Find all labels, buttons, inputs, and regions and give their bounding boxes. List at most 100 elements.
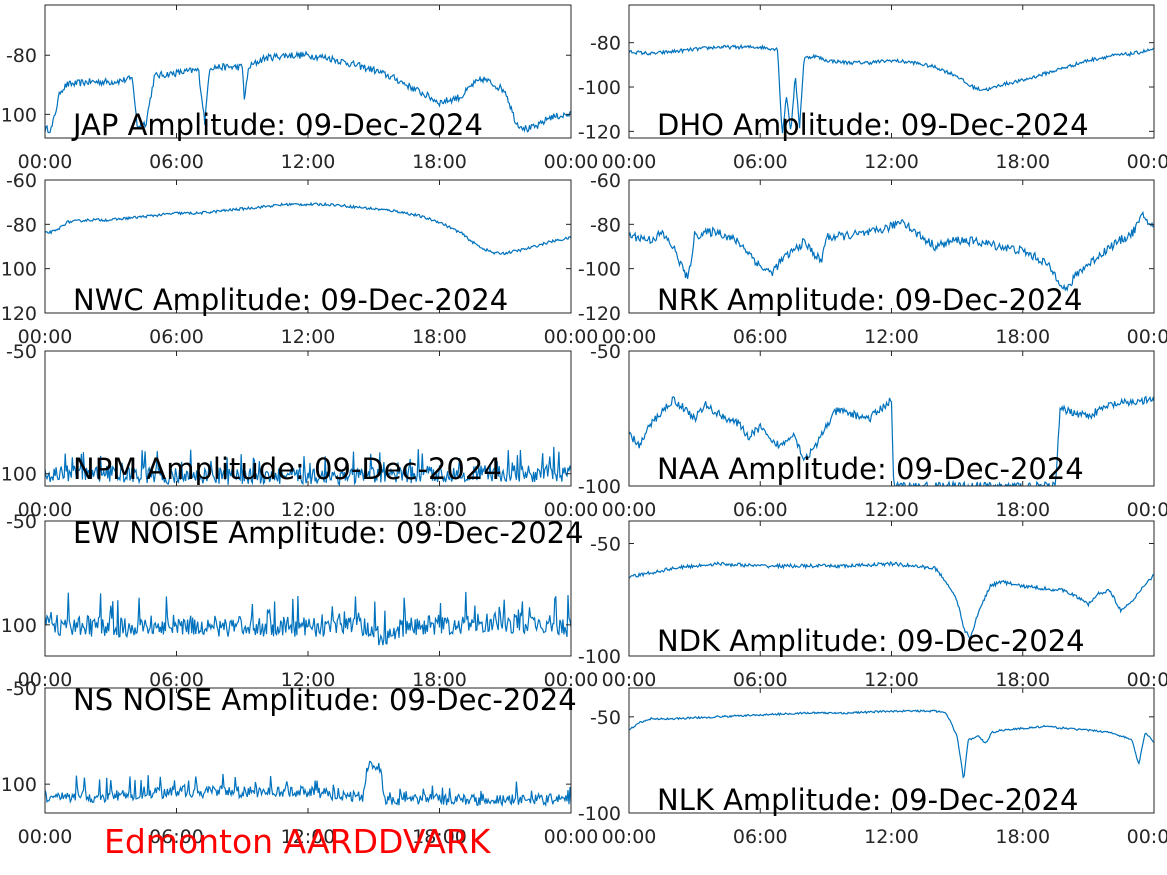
x-tick-label: 12:00: [281, 669, 336, 691]
x-tick-label: 00:00: [602, 669, 657, 691]
panel-title: DHO Amplitude: 09-Dec-2024: [657, 108, 1089, 142]
x-tick-label: 12:00: [281, 326, 336, 348]
x-tick-label: 00:00: [1127, 826, 1167, 848]
panel-2: 00:00 06:00 12:00 18:00 00:00 -60 -80 -100 -120 N…: [0, 170, 598, 348]
y-tick-label: -80: [6, 45, 37, 67]
x-tick-label: 18:00: [412, 826, 467, 848]
series-line: [629, 210, 1154, 292]
x-tick-label: 00:00: [544, 326, 599, 348]
y-tick-label: -100: [578, 803, 621, 825]
x-tick-label: 12:00: [281, 499, 336, 521]
x-tick-label: 12:00: [864, 499, 919, 521]
y-tick-label: -100: [0, 104, 37, 126]
x-tick-label: 12:00: [864, 669, 919, 691]
x-tick-label: 18:00: [995, 499, 1050, 521]
x-tick-label: 18:00: [412, 499, 467, 521]
panel-6: 00:00 06:00 12:00 18:00 00:00 -50 -100 EW NOISE…: [0, 511, 598, 691]
series-line: [45, 760, 571, 808]
y-tick-label: -100: [0, 615, 37, 637]
x-tick-label: 00:00: [602, 499, 657, 521]
x-tick-label: 00:00: [602, 326, 657, 348]
x-tick-label: 12:00: [864, 326, 919, 348]
series-line: [45, 446, 571, 486]
x-tick-label: 06:00: [149, 669, 204, 691]
x-tick-label: 12:00: [281, 151, 336, 173]
y-tick-label: -60: [6, 170, 37, 192]
series-line: [45, 201, 571, 256]
y-tick-label: -50: [6, 678, 37, 700]
y-tick-label: -100: [0, 259, 37, 281]
panel-9: 00:00 06:00 12:00 18:00 00:00 -50 -100 NLK Ampl…: [578, 687, 1167, 848]
x-tick-label: 00:00: [1127, 499, 1167, 521]
y-tick-label: -100: [0, 464, 37, 486]
series-line: [629, 709, 1154, 779]
x-tick-label: 00:00: [544, 669, 599, 691]
x-tick-label: 06:00: [149, 151, 204, 173]
panel-8: 00:00 06:00 12:00 18:00 00:00 -50 -100 NS NOISE…: [0, 678, 598, 848]
panel-title: NRK Amplitude: 09-Dec-2024: [657, 283, 1082, 317]
x-tick-label: 00:00: [544, 826, 599, 848]
series-line: [45, 50, 571, 134]
x-tick-label: 06:00: [149, 826, 204, 848]
series-line: [629, 43, 1154, 134]
panel-title: NLK Amplitude: 09-Dec-2024: [657, 783, 1078, 817]
panel-4: 00:00 06:00 12:00 18:00 00:00 -50 -100 NPM Ampl…: [0, 341, 598, 521]
x-tick-label: 00:00: [18, 499, 73, 521]
station-label: Edmonton AARDDVARK: [104, 822, 492, 861]
y-tick-label: -100: [578, 259, 621, 281]
x-tick-label: 00:00: [18, 151, 73, 173]
x-tick-label: 00:00: [602, 151, 657, 173]
panel-title: JAP Amplitude: 09-Dec-2024: [71, 108, 483, 142]
x-tick-label: 00:00: [544, 499, 599, 521]
y-tick-label: -50: [6, 511, 37, 533]
x-tick-label: 18:00: [995, 326, 1050, 348]
y-tick-label: -50: [590, 534, 621, 556]
x-tick-label: 00:00: [1127, 669, 1167, 691]
series-line: [629, 395, 1154, 486]
y-tick-label: -120: [578, 303, 621, 325]
y-tick-label: -100: [578, 476, 621, 498]
y-tick-label: -80: [590, 33, 621, 55]
x-tick-label: 12:00: [864, 151, 919, 173]
panels: 00:00 06:00 12:00 18:00 00:00 -80 -100 JAP Ampl…: [0, 4, 1167, 848]
panel-3: 00:00 06:00 12:00 18:00 00:00 -60 -80 -100 -120 N…: [578, 170, 1167, 348]
panel-title: NS NOISE Amplitude: 09-Dec-2024: [73, 683, 577, 717]
y-tick-label: -100: [0, 774, 37, 796]
x-tick-label: 18:00: [412, 326, 467, 348]
x-tick-label: 18:00: [995, 669, 1050, 691]
x-tick-label: 18:00: [412, 151, 467, 173]
panel-title: EW NOISE Amplitude: 09-Dec-2024: [73, 516, 584, 550]
x-tick-label: 00:00: [1127, 326, 1167, 348]
x-tick-label: 18:00: [995, 151, 1050, 173]
panel-0: 00:00 06:00 12:00 18:00 00:00 -80 -100 JAP Ampl…: [0, 4, 598, 173]
x-tick-label: 06:00: [733, 326, 788, 348]
panel-5: 00:00 06:00 12:00 18:00 00:00 -50 -100 NAA Ampl…: [578, 341, 1167, 521]
x-tick-label: 00:00: [602, 826, 657, 848]
x-tick-label: 00:00: [18, 669, 73, 691]
x-tick-label: 06:00: [733, 499, 788, 521]
y-tick-label: -100: [578, 646, 621, 668]
x-tick-label: 06:00: [733, 669, 788, 691]
x-tick-label: 00:00: [18, 326, 73, 348]
y-tick-label: -80: [590, 214, 621, 236]
y-tick-label: -50: [6, 341, 37, 363]
y-tick-label: -100: [578, 77, 621, 99]
x-tick-label: 06:00: [149, 499, 204, 521]
x-tick-label: 18:00: [995, 826, 1050, 848]
series-line: [45, 591, 571, 646]
series-line: [629, 561, 1154, 641]
x-tick-label: 06:00: [733, 826, 788, 848]
y-tick-label: -60: [590, 170, 621, 192]
y-tick-label: -50: [590, 707, 621, 729]
x-tick-label: 18:00: [412, 669, 467, 691]
y-tick-label: -80: [6, 214, 37, 236]
x-tick-label: 00:00: [1127, 151, 1167, 173]
x-tick-label: 12:00: [864, 826, 919, 848]
x-tick-label: 00:00: [18, 826, 73, 848]
panel-title: NAA Amplitude: 09-Dec-2024: [657, 452, 1084, 486]
panel-7: 00:00 06:00 12:00 18:00 00:00 -50 -100 NDK Ampl…: [578, 520, 1167, 691]
panel-1: 00:00 06:00 12:00 18:00 00:00 -80 -100 -120 DHO …: [578, 4, 1167, 173]
y-tick-label: -120: [0, 303, 37, 325]
y-tick-label: -50: [590, 341, 621, 363]
